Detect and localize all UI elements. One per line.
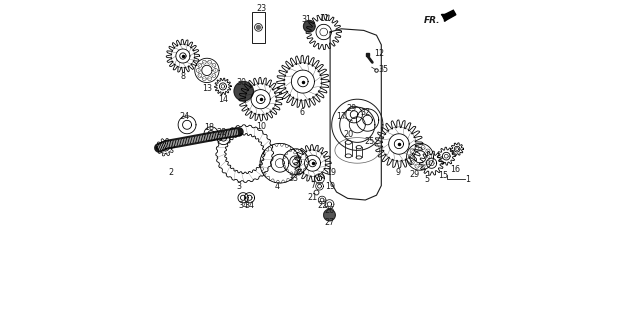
Text: 19: 19 [326, 168, 336, 177]
Text: 31: 31 [302, 15, 312, 24]
Text: 3: 3 [236, 182, 241, 191]
Bar [366, 53, 369, 56]
Text: 19: 19 [325, 182, 336, 191]
Text: 15: 15 [439, 171, 449, 180]
Text: 16: 16 [450, 165, 460, 174]
Text: 20: 20 [343, 130, 353, 139]
Text: 14: 14 [218, 95, 228, 104]
Text: 25: 25 [364, 137, 375, 146]
Polygon shape [256, 26, 261, 29]
Text: FR.: FR. [424, 16, 441, 25]
Polygon shape [324, 209, 335, 221]
Text: 9: 9 [396, 168, 401, 177]
Polygon shape [304, 20, 315, 32]
Text: 12: 12 [374, 49, 384, 58]
Text: 23: 23 [256, 4, 266, 13]
Polygon shape [234, 82, 253, 101]
Text: 10: 10 [256, 122, 266, 131]
Text: 5: 5 [424, 175, 429, 184]
Text: 24: 24 [179, 112, 189, 121]
Text: 7: 7 [310, 181, 315, 190]
Text: 8: 8 [181, 72, 186, 81]
Text: 13: 13 [202, 84, 212, 92]
Text: 22: 22 [317, 201, 328, 210]
Text: 34: 34 [238, 201, 248, 210]
Text: 32: 32 [360, 108, 371, 117]
Text: 28: 28 [216, 128, 226, 137]
Text: 6: 6 [300, 108, 305, 116]
Text: 33: 33 [288, 174, 298, 183]
Text: 4: 4 [275, 182, 280, 191]
Text: 27: 27 [324, 218, 334, 227]
Text: 34: 34 [244, 201, 254, 210]
Text: 2: 2 [169, 168, 174, 177]
Text: 30: 30 [236, 78, 246, 87]
Text: 29: 29 [346, 104, 357, 113]
Bar [252, 12, 265, 43]
Text: 21: 21 [308, 193, 318, 202]
Text: 29: 29 [410, 170, 420, 179]
Text: 26: 26 [324, 206, 334, 215]
Text: 11: 11 [319, 14, 329, 23]
Text: 1: 1 [466, 175, 471, 184]
Text: 17: 17 [336, 112, 346, 121]
Text: 35: 35 [378, 65, 389, 74]
Text: 18: 18 [204, 123, 214, 132]
Polygon shape [442, 10, 456, 21]
